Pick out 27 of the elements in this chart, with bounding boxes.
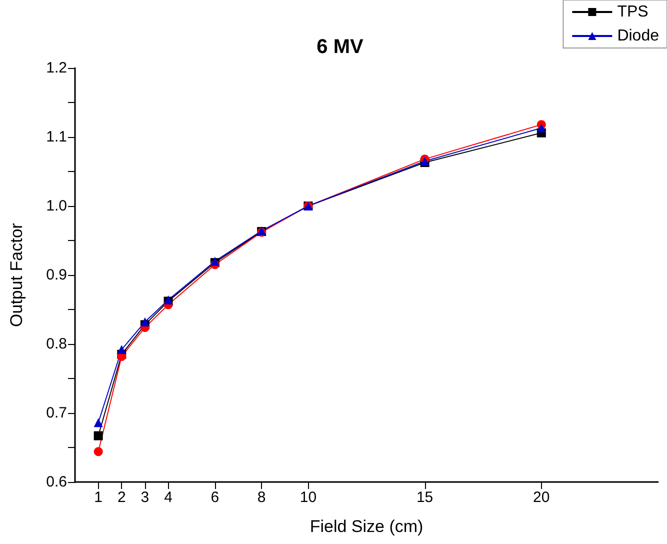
x-tick-label: 4 (164, 489, 172, 506)
y-tick-label: 0.8 (46, 336, 67, 352)
point (117, 345, 126, 354)
y-tick-label: 1.2 (46, 60, 67, 76)
y-tick-label: 0.9 (46, 266, 67, 284)
point (94, 447, 103, 456)
point (536, 124, 546, 133)
x-tick-label: 15 (416, 489, 434, 506)
legend-label: Diode (617, 28, 660, 44)
x-tick-label: 1 (94, 489, 102, 506)
y-tick-label: 1.0 (46, 198, 67, 214)
y-tick-label: 1.1 (46, 128, 67, 146)
point (94, 418, 103, 428)
legend-label: TPS (617, 4, 648, 20)
x-tick-label: 3 (140, 489, 150, 506)
y-tick-label: 0.6 (46, 474, 67, 490)
point (94, 431, 103, 440)
x-tick-label: 8 (257, 489, 266, 506)
y-axis-title: Output Factor (7, 222, 26, 327)
x-tick-label: 2 (117, 489, 126, 506)
x-tick-label: 10 (300, 489, 317, 506)
y-tick-label: 0.7 (46, 404, 67, 422)
x-tick-label: 20 (533, 489, 550, 506)
x-axis-title: Field Size (cm) (310, 517, 424, 536)
point (140, 317, 150, 326)
x-tick-label: 6 (210, 489, 220, 506)
chart-title: 6 MV (316, 36, 364, 58)
